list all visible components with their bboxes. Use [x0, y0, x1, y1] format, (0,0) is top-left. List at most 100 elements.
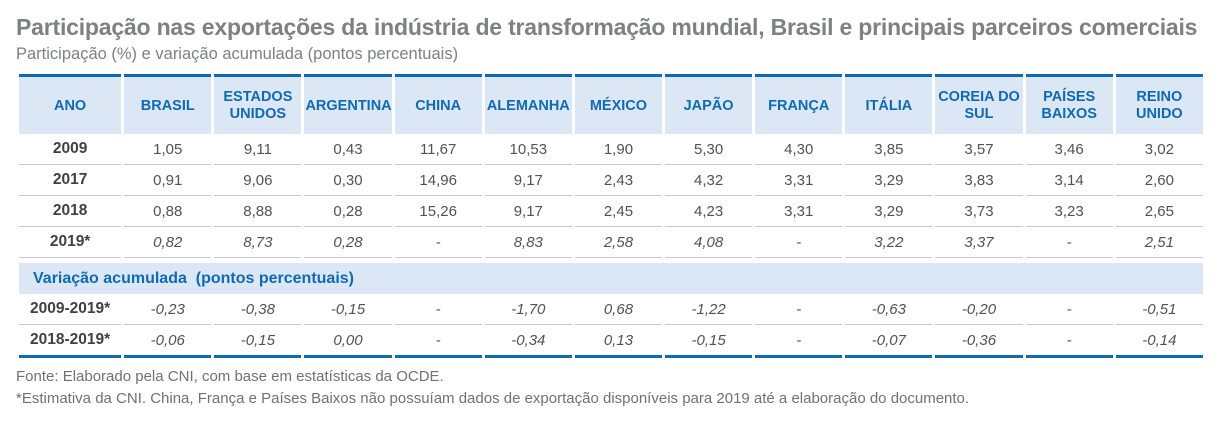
- column-header-country: BRASIL: [124, 74, 212, 135]
- value-cell: 8,88: [214, 196, 302, 228]
- page-subtitle: Participação (%) e variação acumulada (p…: [16, 44, 459, 63]
- value-cell: 8,83: [484, 227, 572, 259]
- row-label: 2019*: [19, 227, 122, 259]
- column-header-country: COREIA DO SUL: [935, 74, 1023, 135]
- value-cell: 0,28: [304, 196, 392, 228]
- exports-participation-table: ANO BRASIL ESTADOS UNIDOS ARGENTINA CHINA ALE…: [16, 74, 1206, 359]
- value-cell: 4,23: [665, 196, 753, 228]
- row-label: 2018: [19, 196, 122, 228]
- value-cell: 0,30: [304, 165, 392, 197]
- value-cell: 5,30: [665, 134, 753, 166]
- value-cell: 4,30: [755, 134, 843, 166]
- value-cell: -: [1025, 325, 1113, 359]
- value-cell: -: [755, 325, 843, 359]
- value-cell: 1,90: [574, 134, 663, 166]
- value-cell: 3,83: [935, 165, 1023, 197]
- table-row: 2009-2019* -0,23 -0,38 -0,15- -1,70 0,68 -1,22…: [19, 294, 1203, 326]
- column-header-country: ALEMANHA: [484, 74, 572, 135]
- estimate-note: *Estimativa da CNI. China, França e País…: [16, 389, 970, 407]
- column-header-country: ITÁLIA: [845, 74, 933, 135]
- value-cell: 8,73: [214, 227, 302, 259]
- value-cell: 3,23: [1025, 196, 1113, 228]
- value-cell: 2,65: [1115, 196, 1203, 228]
- value-cell: 3,29: [845, 165, 933, 197]
- column-header-country: MÉXICO: [574, 74, 663, 135]
- value-cell: 9,17: [484, 165, 572, 197]
- value-cell: 3,14: [1025, 165, 1113, 197]
- value-cell: 4,32: [665, 165, 753, 197]
- value-cell: -0,38: [214, 294, 302, 326]
- value-cell: 0,82: [124, 227, 212, 259]
- column-header-country: ESTADOS UNIDOS: [214, 74, 302, 135]
- value-cell: 15,26: [394, 196, 482, 228]
- section-header-label: Variação acumulada (pontos percentuais): [19, 263, 1203, 295]
- value-cell: -0,14: [1115, 325, 1203, 359]
- source-note: Fonte: Elaborado pela CNI, com base em e…: [16, 368, 444, 386]
- value-cell: -1,70: [484, 294, 572, 326]
- value-cell: 0,43: [304, 134, 392, 166]
- value-cell: -: [755, 227, 843, 259]
- value-cell: 3,31: [755, 165, 843, 197]
- value-cell: 3,85: [845, 134, 933, 166]
- column-header-country: PAÍSES BAIXOS: [1025, 74, 1113, 135]
- value-cell: -0,15: [665, 325, 753, 359]
- value-cell: 3,73: [935, 196, 1023, 228]
- row-label: 2009-2019*: [19, 294, 122, 326]
- value-cell: 3,29: [845, 196, 933, 228]
- value-cell: 1,05: [124, 134, 212, 166]
- row-label: 2017: [19, 165, 122, 197]
- value-cell: -0,20: [935, 294, 1023, 326]
- row-label: 2009: [19, 134, 122, 166]
- header-row: ANO BRASIL ESTADOS UNIDOS ARGENTINA CHINA ALE…: [19, 74, 1203, 135]
- table-footer: Fonte: Elaborado pela CNI, com base em e…: [16, 366, 1204, 409]
- value-cell: -0,63: [845, 294, 933, 326]
- value-cell: -0,06: [124, 325, 212, 359]
- value-cell: 0,13: [574, 325, 663, 359]
- value-cell: -0,15: [214, 325, 302, 359]
- value-cell: 3,37: [935, 227, 1023, 259]
- value-cell: 0,91: [124, 165, 212, 197]
- value-cell: 9,11: [214, 134, 302, 166]
- value-cell: -0,23: [124, 294, 212, 326]
- value-cell: -1,22: [665, 294, 753, 326]
- row-label: 2018-2019*: [19, 325, 122, 359]
- value-cell: 10,53: [484, 134, 572, 166]
- table-row: 2018 0,88 8,88 0,28 15,26 9,17 2,45 4,23 3,31 3,2…: [19, 196, 1203, 228]
- table-row: 2009 1,05 9,11 0,43 11,67 10,53 1,90 5,30 4,30 3,…: [19, 134, 1203, 166]
- column-header-ano: ANO: [19, 74, 122, 135]
- value-cell: 3,22: [845, 227, 933, 259]
- value-cell: 0,00: [304, 325, 392, 359]
- table-body: 2009 1,05 9,11 0,43 11,67 10,53 1,90 5,30 4,30 3,…: [19, 134, 1203, 359]
- value-cell: 2,58: [574, 227, 663, 259]
- value-cell: 3,02: [1115, 134, 1203, 166]
- value-cell: -: [1025, 294, 1113, 326]
- value-cell: -: [394, 325, 482, 359]
- column-header-country: CHINA: [394, 74, 482, 135]
- page-title: Participação nas exportações da indústri…: [16, 14, 1198, 40]
- value-cell: 4,08: [665, 227, 753, 259]
- value-cell: 2,51: [1115, 227, 1203, 259]
- value-cell: 0,68: [574, 294, 663, 326]
- table-row: 2019* 0,82 8,73 0,28-8,83 2,58 4,08-3,22 3,37-…: [19, 227, 1203, 259]
- value-cell: 11,67: [394, 134, 482, 166]
- value-cell: 3,31: [755, 196, 843, 228]
- value-cell: 2,45: [574, 196, 663, 228]
- section-header-row: Variação acumulada (pontos percentuais): [19, 263, 1203, 295]
- value-cell: 3,46: [1025, 134, 1113, 166]
- value-cell: -0,36: [935, 325, 1023, 359]
- value-cell: 0,28: [304, 227, 392, 259]
- value-cell: 0,88: [124, 196, 212, 228]
- column-header-country: ARGENTINA: [304, 74, 392, 135]
- value-cell: 9,06: [214, 165, 302, 197]
- value-cell: -0,15: [304, 294, 392, 326]
- value-cell: -: [1025, 227, 1113, 259]
- table-row: 2017 0,91 9,06 0,30 14,96 9,17 2,43 4,32 3,31 3,2…: [19, 165, 1203, 197]
- value-cell: 3,57: [935, 134, 1023, 166]
- table-header: ANO BRASIL ESTADOS UNIDOS ARGENTINA CHINA ALE…: [19, 74, 1203, 135]
- value-cell: 14,96: [394, 165, 482, 197]
- value-cell: -: [394, 294, 482, 326]
- column-header-country: FRANÇA: [755, 74, 843, 135]
- column-header-country: JAPÃO: [665, 74, 753, 135]
- column-header-country: REINO UNIDO: [1115, 74, 1203, 135]
